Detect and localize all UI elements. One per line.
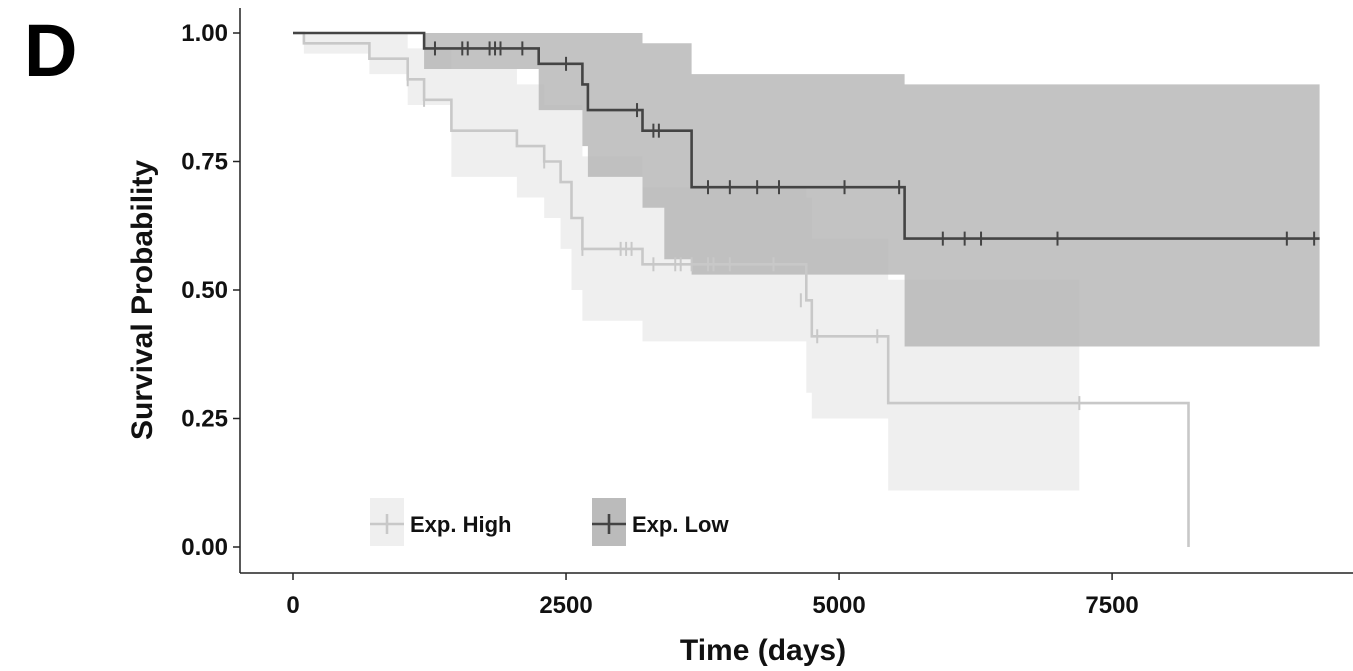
legend: Exp. High Exp. Low [370, 498, 729, 546]
legend-label: Exp. High [410, 512, 511, 537]
x-tick-label: 5000 [812, 592, 865, 619]
axis-ticks: 0.00 0.25 0.50 0.75 1.00 0 2500 5000 7500 [181, 20, 1139, 619]
survival-curves [293, 31, 1320, 547]
x-axis-title: Time (days) [680, 634, 846, 667]
y-tick-label: 1.00 [181, 20, 228, 47]
y-tick-label: 0.00 [181, 534, 228, 561]
survival-line-exp-high [293, 31, 1190, 547]
x-tick-label: 2500 [539, 592, 592, 619]
x-tick-label: 7500 [1085, 592, 1138, 619]
legend-label: Exp. Low [632, 512, 729, 537]
x-tick-label: 0 [286, 592, 299, 619]
censor-marks [406, 41, 1316, 411]
panel-label: D [24, 9, 78, 92]
y-tick-label: 0.50 [181, 277, 228, 304]
y-axis-title: Survival Probability [126, 160, 159, 440]
ci-band-exp-high [293, 33, 1080, 491]
y-tick-label: 0.25 [181, 406, 228, 433]
survival-line-exp-low [293, 31, 1320, 240]
confidence-bands [293, 33, 1320, 491]
ci-band-exp-low [293, 33, 1320, 347]
y-tick-label: 0.75 [181, 149, 228, 176]
